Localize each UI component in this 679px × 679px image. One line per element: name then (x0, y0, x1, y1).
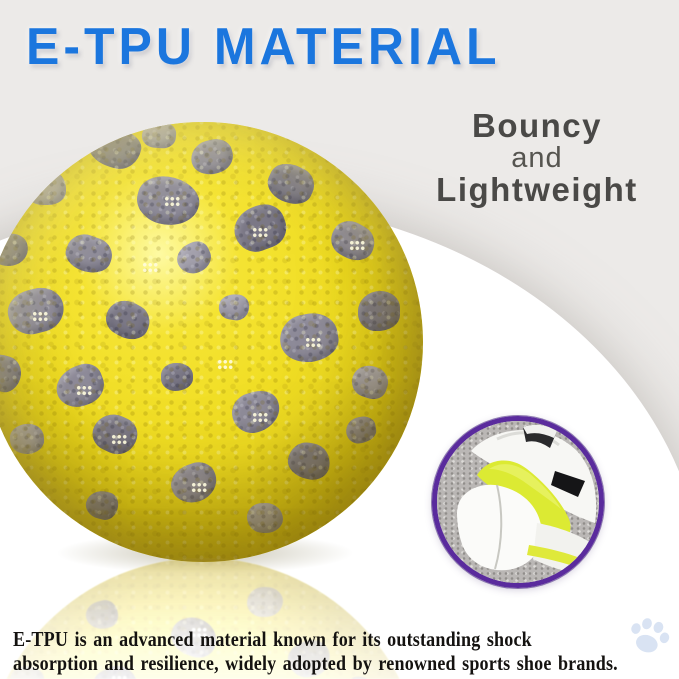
ball-gray-patch (347, 360, 393, 403)
patch-pebble-texture (344, 414, 379, 446)
patch-pebble-texture (100, 293, 157, 347)
ball-gray-patch (246, 587, 283, 617)
ball-stud-dots (111, 675, 129, 679)
caption: E-TPU is an advanced material known for … (13, 627, 679, 675)
ball-gray-patch (216, 291, 251, 323)
ball-stud-dots (190, 482, 208, 494)
patch-pebble-texture (8, 422, 46, 456)
ball-gray-patch (160, 363, 193, 392)
patch-pebble-texture (60, 229, 117, 279)
running-shoe-illustration (457, 424, 597, 577)
patch-pebble-texture (216, 291, 251, 323)
tagline-line-bouncy: Bouncy (471, 107, 602, 144)
ball-gray-patch (140, 122, 178, 150)
ball-stud-dots (164, 196, 182, 208)
ball-stud-dots (252, 411, 270, 423)
tagline-line-lightweight: Lightweight (436, 171, 638, 208)
ball-gray-patch (246, 503, 283, 533)
patch-pebble-texture (246, 587, 283, 617)
shoe-detail-inset (432, 416, 604, 588)
patch-pebble-texture (23, 171, 66, 205)
patch-pebble-texture (358, 291, 400, 332)
ball-stud-dots (252, 227, 270, 238)
caption-line1: E-TPU is an advanced material known for … (13, 627, 532, 651)
patch-pebble-texture (262, 156, 320, 211)
patch-pebble-texture (284, 439, 333, 483)
patch-pebble-texture (344, 674, 379, 679)
ball-stud-dots (142, 262, 160, 274)
ball-gray-patch (60, 229, 117, 279)
ball-gray-patch (262, 156, 320, 211)
patch-pebble-texture (187, 135, 237, 180)
page-title: E-TPU MATERIAL (26, 17, 501, 76)
paw-icon (631, 618, 670, 653)
caption-line2: absorption and resilience, widely adopte… (13, 650, 618, 675)
patch-pebble-texture (347, 360, 393, 403)
ball-gray-patch (172, 237, 216, 280)
ball-gray-patch (284, 439, 333, 483)
ball-stud-dots (32, 310, 50, 322)
ball-gray-patch (0, 350, 25, 396)
ball-gray-patch (85, 124, 145, 173)
ball-gray-patch (344, 414, 379, 446)
ball-gray-patch (82, 487, 121, 523)
patch-pebble-texture (82, 487, 121, 523)
patch-pebble-texture (172, 237, 216, 280)
ball-stud-dots (217, 359, 234, 370)
ball-stud-dots (111, 433, 129, 445)
ball-stud-dots (349, 240, 366, 252)
ball-gray-patch (187, 135, 237, 180)
tagline: Bouncy and Lightweight (412, 107, 662, 208)
ball-gray-patch (358, 291, 400, 332)
ball-gray-patch (0, 230, 31, 269)
ball-gray-patch (23, 171, 66, 205)
ball-stud-dots (305, 337, 322, 348)
patch-pebble-texture (0, 230, 31, 269)
ball-gray-patch (8, 422, 46, 456)
tagline-line-and: and (511, 142, 563, 174)
ball-stud-dots (76, 385, 94, 397)
patch-pebble-texture (85, 124, 145, 173)
patch-pebble-texture (0, 350, 25, 396)
patch-pebble-texture (246, 503, 283, 533)
patch-pebble-texture (160, 363, 193, 392)
ball-gray-patch (100, 293, 157, 347)
ball-gray-patch (344, 674, 379, 679)
patch-pebble-texture (140, 122, 178, 150)
etpu-ball-photo (0, 122, 423, 562)
